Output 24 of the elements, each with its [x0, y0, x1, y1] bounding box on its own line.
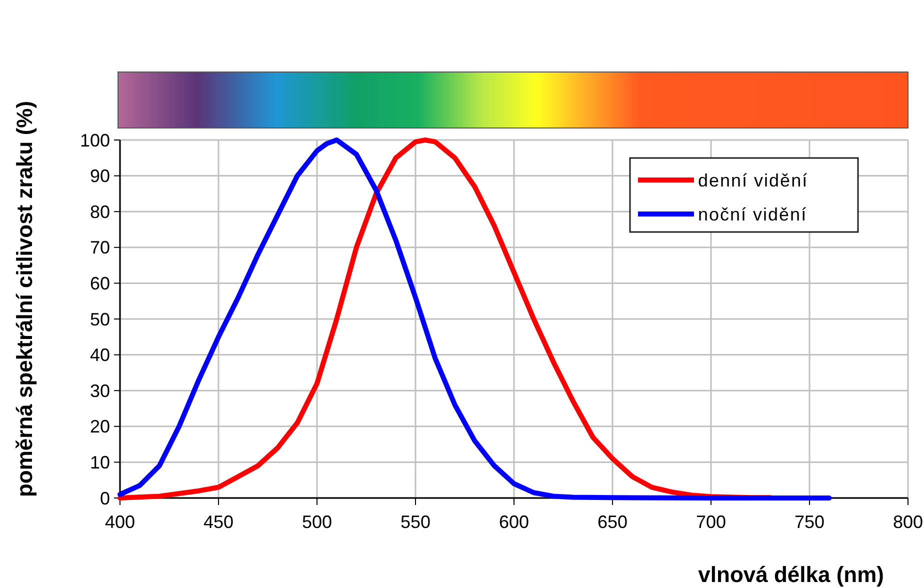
x-tick-label: 500 [302, 512, 332, 532]
y-tick-label: 30 [90, 380, 110, 401]
y-tick-label: 100 [80, 130, 110, 150]
x-tick-label: 600 [498, 512, 530, 532]
y-tick-label: 70 [90, 238, 110, 258]
legend-label: noční vidění [698, 204, 808, 224]
y-tick-label: 20 [90, 416, 110, 437]
y-tick-label: 80 [90, 202, 110, 222]
y-tick-label: 90 [90, 166, 110, 186]
y-axis-title: poměrná spektrální citlivost zraku (%) [12, 100, 37, 498]
y-tick-label: 40 [90, 345, 110, 366]
x-tick-label: 650 [597, 512, 628, 532]
x-tick-label: 550 [400, 512, 431, 532]
x-tick-label: 800 [892, 512, 924, 532]
x-tick-label: 750 [794, 512, 825, 532]
y-tick-label: 50 [90, 309, 110, 330]
x-tick-label: 700 [696, 512, 726, 532]
x-tick-label: 400 [104, 512, 136, 532]
y-tick-label: 0 [100, 488, 110, 508]
y-tick-label: 60 [90, 274, 110, 294]
y-tick-label: 10 [90, 452, 110, 472]
legend-label: denní vidění [698, 170, 808, 190]
x-axis-title: vlnová délka (nm) [698, 562, 884, 587]
x-tick-label: 450 [203, 512, 234, 532]
